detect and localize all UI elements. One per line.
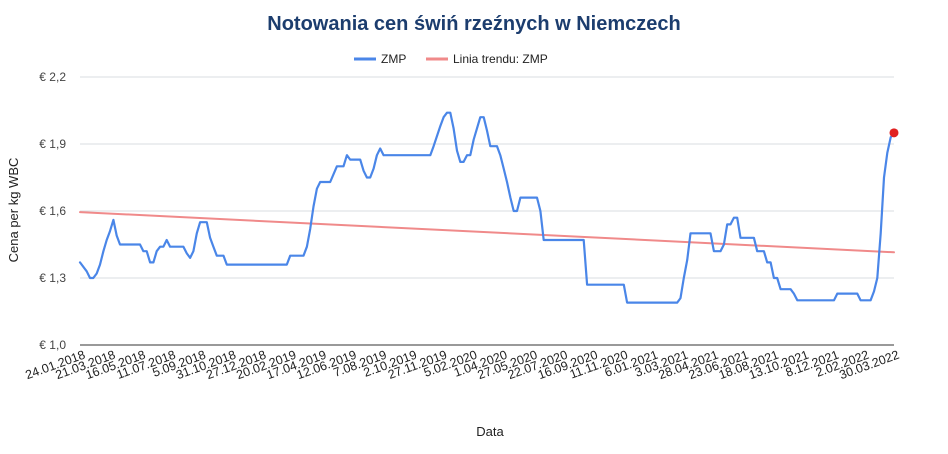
y-tick-label: € 1,6	[39, 204, 66, 218]
legend: ZMP Linia trendu: ZMP	[354, 52, 548, 66]
series-line-zmp[interactable]	[80, 113, 894, 303]
x-axis-title: Data	[476, 424, 504, 439]
y-tick-label: € 2,2	[39, 70, 66, 84]
y-axis-title: Cena per kg WBC	[6, 158, 21, 263]
chart-title: Notowania cen świń rzeźnych w Niemczech	[267, 13, 680, 35]
series-line-trend[interactable]	[80, 212, 894, 252]
legend-label-trend[interactable]: Linia trendu: ZMP	[453, 52, 548, 66]
x-tick-label: 30.03.2022	[837, 348, 901, 383]
y-tick-label: € 1,0	[39, 338, 66, 352]
y-tick-label: € 1,9	[39, 137, 66, 151]
y-tick-label: € 1,3	[39, 271, 66, 285]
gridlines	[80, 77, 894, 345]
last-point-marker[interactable]	[890, 128, 899, 137]
series	[80, 113, 899, 303]
legend-label-zmp[interactable]: ZMP	[381, 52, 406, 66]
x-axis-ticks: 24.01.201821.03.201816.05.201811.07.2018…	[23, 348, 901, 383]
y-axis-ticks: € 1,0 € 1,3 € 1,6 € 1,9 € 2,2	[39, 70, 66, 352]
